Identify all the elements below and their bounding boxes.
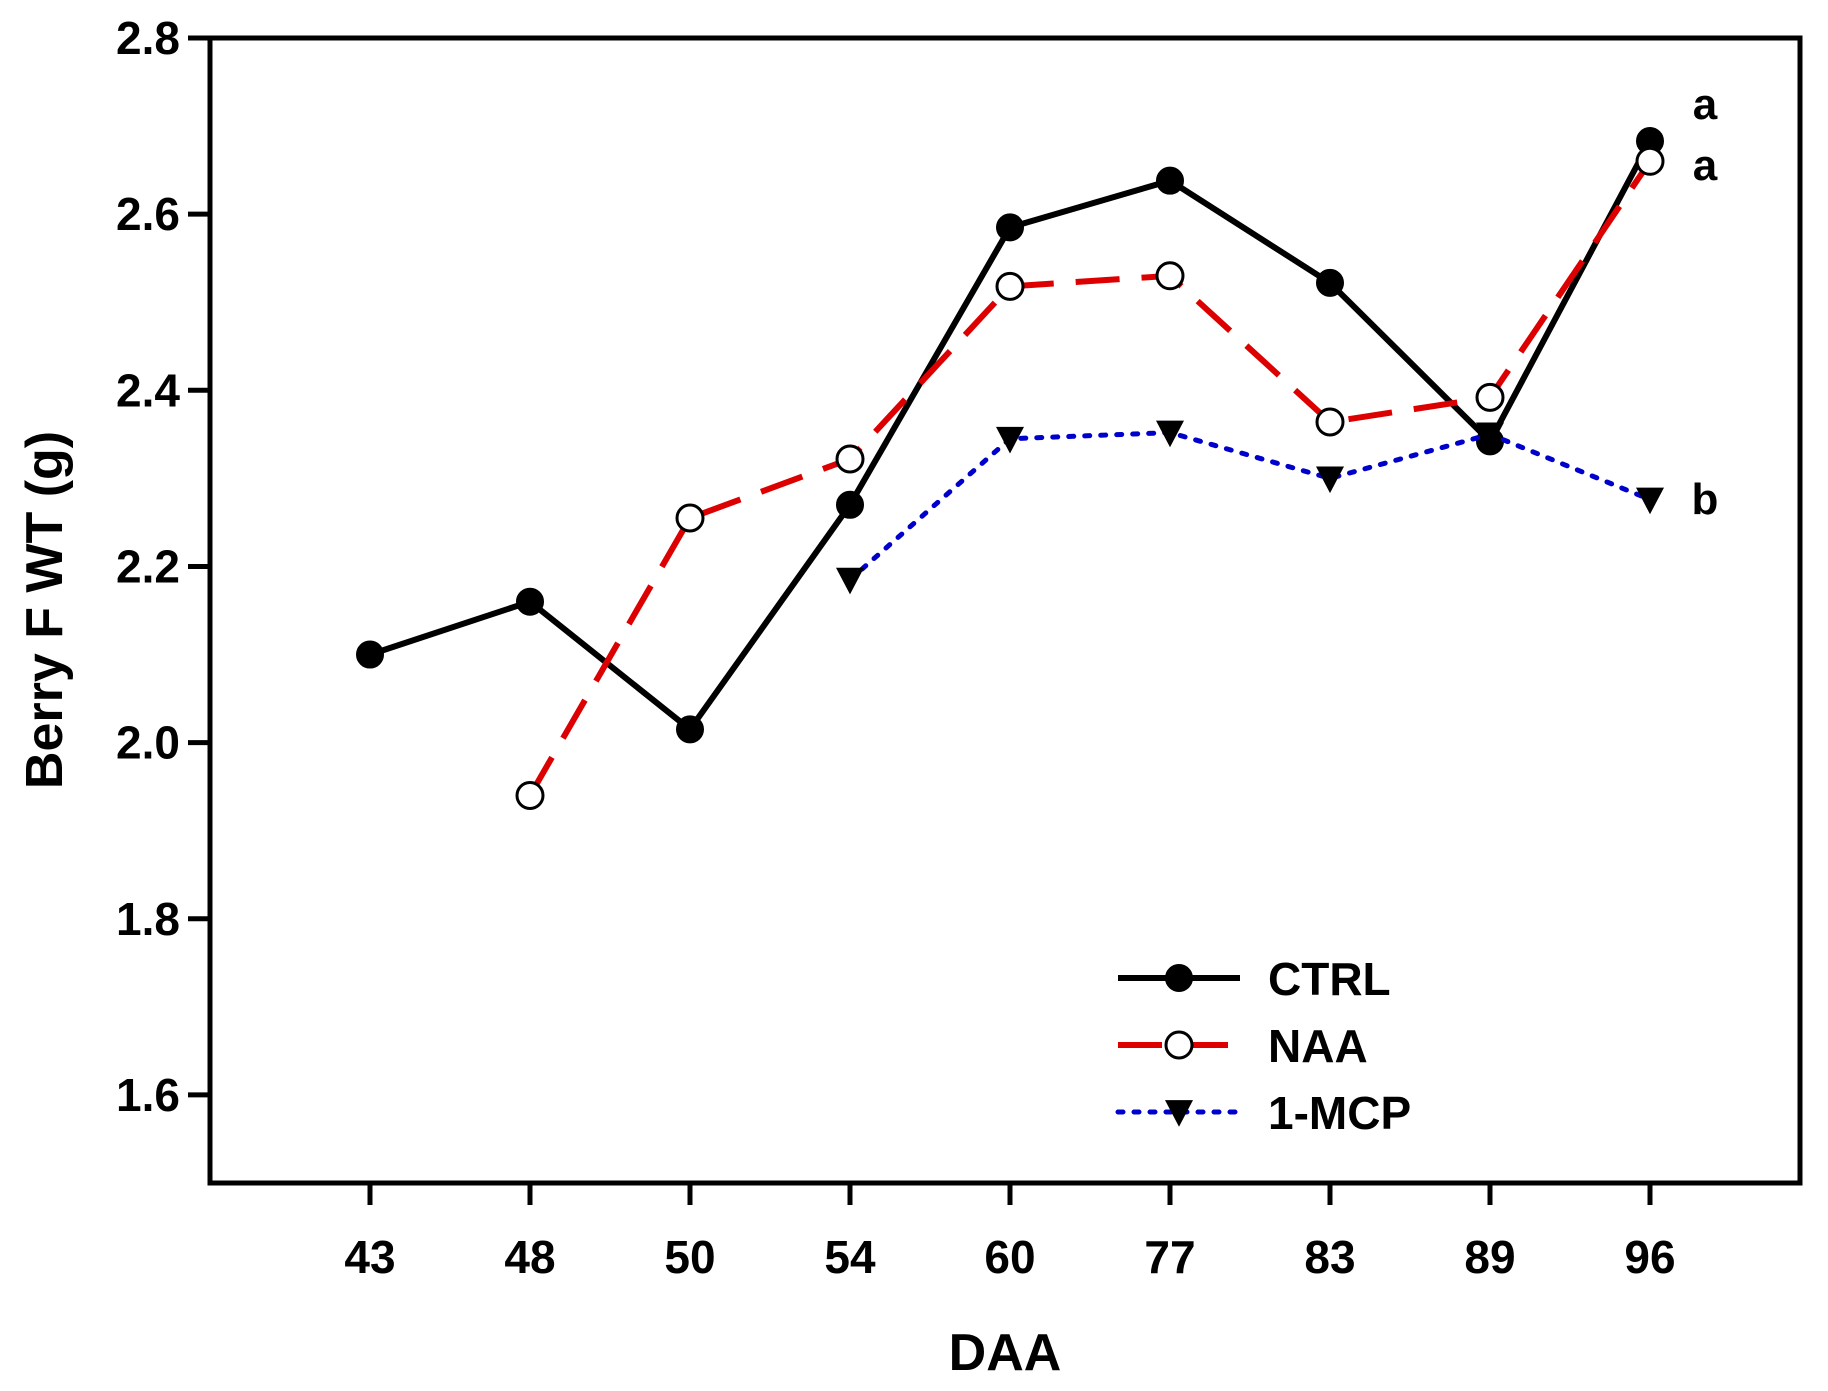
- data-point-naa: [835, 444, 865, 474]
- data-point-naa: [1635, 146, 1665, 176]
- series-naa: [515, 146, 1665, 810]
- significance-letter: b: [1692, 475, 1719, 524]
- y-tick-label: 2.4: [116, 364, 180, 416]
- y-tick-label: 2.6: [116, 188, 180, 240]
- x-axis-title: DAA: [949, 1324, 1062, 1382]
- significance-letter: a: [1693, 80, 1718, 129]
- data-point-ctrl: [676, 715, 704, 744]
- data-point-ctrl: [516, 587, 544, 616]
- legend-label-ctrl: CTRL: [1268, 953, 1391, 1005]
- data-point-1-mcp: [1636, 487, 1664, 515]
- data-point-ctrl: [836, 490, 864, 519]
- y-tick-label: 1.6: [116, 1069, 180, 1121]
- data-point-1-mcp: [1156, 420, 1184, 448]
- legend-marker-ctrl: [1165, 964, 1193, 992]
- data-point-naa: [1315, 407, 1345, 437]
- y-tick-label: 2.2: [116, 540, 180, 592]
- x-tick-label: 60: [984, 1231, 1035, 1283]
- data-point-naa: [1155, 261, 1185, 291]
- x-tick-label: 50: [664, 1231, 715, 1283]
- y-tick-label: 1.8: [116, 893, 180, 945]
- y-axis-title: Berry F WT (g): [16, 431, 74, 789]
- y-tick-label: 2.8: [116, 12, 180, 64]
- data-point-ctrl: [1156, 166, 1184, 195]
- data-point-1-mcp: [836, 567, 864, 595]
- data-point-naa: [515, 780, 545, 810]
- x-tick-label: 54: [824, 1231, 876, 1283]
- data-point-naa: [1475, 382, 1505, 412]
- data-point-1-mcp: [1316, 466, 1344, 494]
- data-point-1-mcp: [1476, 422, 1504, 450]
- y-axis: 1.6 1.8 2.0 2.2 2.4 2.6 2.8: [116, 12, 210, 1121]
- legend-marker-naa: [1164, 1030, 1194, 1060]
- legend-marker-1-mcp: [1165, 1100, 1193, 1127]
- x-tick-label: 89: [1464, 1231, 1515, 1283]
- legend: CTRL NAA 1-MCP: [1115, 953, 1411, 1139]
- y-tick-label: 2.0: [116, 717, 180, 769]
- x-tick-label: 96: [1624, 1231, 1675, 1283]
- series-line-1-mcp: [847, 430, 1653, 583]
- x-axis: 43 48 50 54 60 77 83 89 96: [344, 1183, 1676, 1283]
- significance-letters: aa b: [1692, 80, 1719, 524]
- series-1-mcp: [836, 420, 1664, 595]
- legend-label-1-mcp: 1-MCP: [1268, 1087, 1411, 1139]
- series-layer: [356, 127, 1665, 810]
- data-point-1-mcp: [996, 426, 1024, 454]
- data-point-naa: [995, 271, 1025, 301]
- x-tick-label: 43: [344, 1231, 395, 1283]
- data-point-ctrl: [1316, 268, 1344, 297]
- legend-label-naa: NAA: [1268, 1020, 1368, 1072]
- data-point-ctrl: [996, 213, 1024, 242]
- x-tick-label: 77: [1144, 1231, 1195, 1283]
- x-tick-label: 83: [1304, 1231, 1355, 1283]
- plot-frame: [207, 35, 1803, 1186]
- significance-letter: a: [1693, 141, 1718, 190]
- x-tick-label: 48: [504, 1231, 555, 1283]
- series-line-naa: [527, 159, 1653, 797]
- data-point-naa: [675, 503, 705, 533]
- data-point-ctrl: [356, 640, 384, 669]
